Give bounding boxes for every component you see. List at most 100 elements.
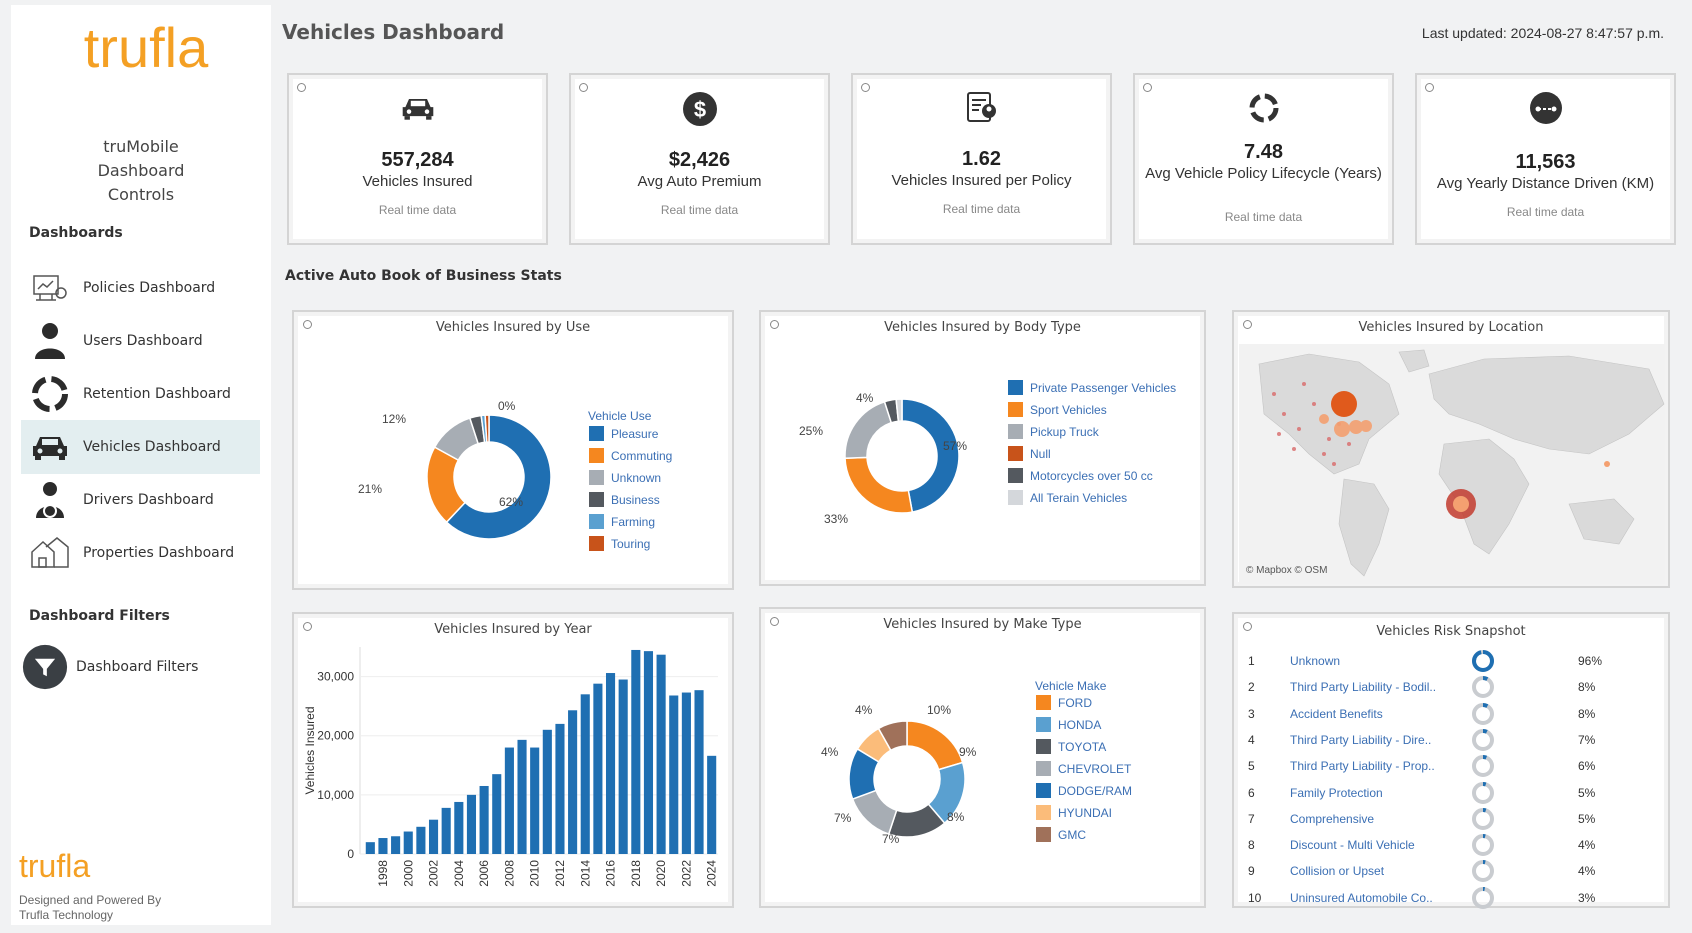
legend-label: Private Passenger Vehicles [1030, 380, 1177, 395]
legend-item[interactable]: All Terain Vehicles [1008, 490, 1127, 505]
sidebar-item-vehicles[interactable]: Vehicles Dashboard [21, 420, 260, 474]
table-row[interactable]: 7 Comprehensive 5% [1244, 806, 1658, 832]
chart-vehicles-by-make: Vehicles Insured by Make Type 10% 9% 8% … [759, 607, 1206, 908]
info-icon[interactable] [1425, 83, 1434, 92]
table-row[interactable]: 10 Uninsured Automobile Co.. 3% [1244, 885, 1658, 911]
info-icon[interactable] [1243, 320, 1252, 329]
legend-item[interactable]: TOYOTA [1036, 739, 1106, 754]
legend-item[interactable]: Motorcycles over 50 cc [1008, 468, 1153, 483]
info-icon[interactable] [303, 320, 312, 329]
sidebar-item-drivers[interactable]: Drivers Dashboard [21, 473, 260, 527]
pct-label: 7% [882, 832, 900, 846]
bar-2017[interactable] [618, 679, 628, 854]
bar-2013[interactable] [568, 710, 578, 854]
sidebar-item-retention[interactable]: Retention Dashboard [21, 367, 260, 421]
table-row[interactable]: 3 Accident Benefits 8% [1244, 701, 1658, 727]
info-icon[interactable] [579, 83, 588, 92]
donut-slice-gmc[interactable] [877, 720, 908, 752]
donut-slice-all-terain-vehicles[interactable] [895, 398, 903, 423]
table-row[interactable]: 5 Third Party Liability - Prop.. 6% [1244, 753, 1658, 779]
info-icon[interactable] [303, 622, 312, 631]
legend-swatch [589, 514, 604, 529]
info-icon[interactable] [1143, 83, 1152, 92]
world-map[interactable] [1239, 344, 1665, 584]
legend-label: HONDA [1058, 717, 1102, 732]
bar-2010[interactable] [530, 747, 540, 854]
info-icon[interactable] [861, 83, 870, 92]
legend-label: Null [1030, 446, 1051, 461]
bar-2023[interactable] [694, 690, 704, 854]
bar-2003[interactable] [441, 807, 451, 854]
legend-item[interactable]: FORD [1036, 695, 1092, 710]
legend-item[interactable]: CHEVROLET [1036, 761, 1131, 776]
sidebar: trufla truMobile Dashboard Controls Dash… [11, 5, 271, 925]
bar-2018[interactable] [631, 649, 641, 854]
legend-item[interactable]: HONDA [1036, 717, 1101, 732]
table-row[interactable]: 1 Unknown 96% [1244, 648, 1658, 674]
table-row[interactable]: 4 Third Party Liability - Dire.. 7% [1244, 727, 1658, 753]
donut-slice-sport-vehicles[interactable] [844, 456, 914, 514]
legend-swatch [1036, 761, 1051, 776]
x-tick-label: 2016 [604, 860, 618, 887]
bar-2022[interactable] [681, 692, 691, 854]
info-icon[interactable] [297, 83, 306, 92]
legend-item[interactable]: DODGE/RAM [1036, 783, 1132, 798]
bar-2016[interactable] [605, 673, 616, 854]
chart-vehicles-by-year: Vehicles Insured by Year 0 10,000 20,000 30… [292, 612, 734, 908]
kpi-label: Vehicles Insured [362, 173, 473, 190]
bar-2004[interactable] [454, 801, 464, 854]
bar-2001[interactable] [416, 826, 426, 854]
legend-item[interactable]: Business [589, 492, 660, 507]
bar-2005[interactable] [466, 794, 477, 854]
dashboard-filters-button[interactable]: Dashboard Filters [16, 640, 255, 694]
bar-2020[interactable] [656, 654, 666, 854]
bar-2002[interactable] [428, 819, 439, 854]
bar-2011[interactable] [542, 729, 552, 854]
bar-2019[interactable] [643, 651, 654, 854]
table-row[interactable]: 8 Discount - Multi Vehicle 4% [1244, 832, 1658, 858]
table-row[interactable]: 6 Family Protection 5% [1244, 780, 1658, 806]
info-icon[interactable] [770, 617, 779, 626]
donut-slice-ford[interactable] [906, 720, 964, 771]
y-tick-label: 30,000 [317, 670, 354, 684]
legend-item[interactable]: GMC [1036, 827, 1086, 842]
table-row[interactable]: 9 Collision or Upset 4% [1244, 858, 1658, 884]
trufla-footer-logo: trufla [19, 848, 90, 883]
bar-2006[interactable] [479, 785, 489, 854]
bar-1998[interactable] [378, 838, 388, 854]
donut-slice-pleasure[interactable] [445, 414, 552, 540]
donut-slice-pickup-truck[interactable] [844, 400, 893, 459]
bar-2024[interactable] [707, 755, 717, 854]
bar-2009[interactable] [517, 739, 527, 854]
bar-2007[interactable] [492, 774, 502, 854]
legend-item[interactable]: Unknown [589, 470, 661, 485]
info-icon[interactable] [770, 320, 779, 329]
bar-2000[interactable] [403, 831, 413, 854]
bar-2012[interactable] [555, 723, 565, 854]
kpi-value: 7.48 [1244, 141, 1283, 163]
bar-2021[interactable] [669, 695, 679, 854]
sidebar-item-properties[interactable]: Properties Dashboard [21, 526, 260, 580]
row-percent: 8% [1578, 706, 1596, 721]
bar-2008[interactable] [504, 747, 514, 854]
legend-item[interactable]: Touring [589, 536, 650, 551]
legend-item[interactable]: Farming [589, 514, 655, 529]
bar-2014[interactable] [580, 694, 590, 854]
legend-item[interactable]: Null [1008, 446, 1051, 461]
legend-item[interactable]: HYUNDAI [1036, 805, 1112, 820]
legend-item[interactable]: Sport Vehicles [1008, 402, 1107, 417]
bar-1999[interactable] [391, 836, 401, 854]
legend-item[interactable]: Private Passenger Vehicles [1008, 380, 1176, 395]
table-row[interactable]: 2 Third Party Liability - Bodil.. 8% [1244, 674, 1658, 700]
legend-item[interactable]: Pleasure [589, 426, 658, 441]
row-number: 2 [1248, 680, 1255, 695]
donut-slice-private-passenger-vehicles[interactable] [901, 398, 960, 513]
bar-1997[interactable] [365, 842, 375, 854]
donut-slice-touring[interactable] [484, 414, 490, 443]
sidebar-item-users[interactable]: Users Dashboard [21, 314, 260, 368]
sidebar-item-policies[interactable]: Policies Dashboard [21, 261, 260, 315]
legend-item[interactable]: Commuting [589, 448, 672, 463]
bar-2015[interactable] [593, 683, 603, 854]
legend-item[interactable]: Pickup Truck [1008, 424, 1099, 439]
info-icon[interactable] [1243, 622, 1252, 631]
